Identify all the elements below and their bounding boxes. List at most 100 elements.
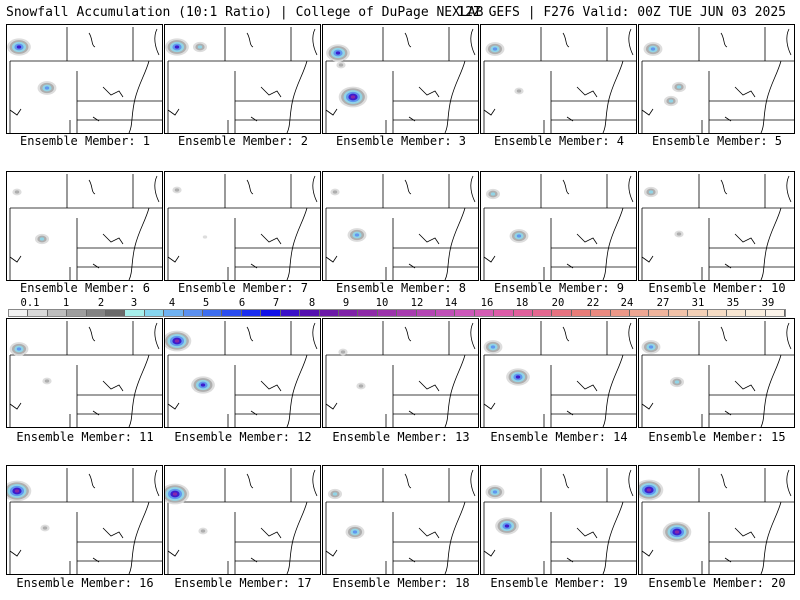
ensemble-member-panel	[480, 171, 637, 281]
snowfall-contour	[44, 86, 50, 90]
colorbar-segment	[610, 310, 630, 316]
boundary-line	[408, 410, 416, 416]
boundary-line	[250, 263, 258, 269]
state-boundary-map	[165, 27, 320, 133]
ensemble-member-label: Ensemble Member: 9	[493, 281, 625, 295]
snowfall-contour	[202, 235, 208, 239]
boundary-line	[88, 32, 96, 48]
colorbar-tick-label: 10	[375, 297, 389, 309]
boundary-line	[483, 255, 496, 263]
boundary-line	[246, 473, 254, 489]
ensemble-member-panel	[164, 171, 321, 281]
boundary-line	[418, 233, 440, 245]
ensemble-member-panel	[6, 465, 163, 575]
ensemble-member-label: Ensemble Member: 1	[19, 134, 151, 148]
ensemble-member-label: Ensemble Member: 18	[332, 576, 470, 590]
ensemble-member-label: Ensemble Member: 11	[16, 430, 154, 444]
boundary-line	[102, 86, 124, 98]
ensemble-member-label: Ensemble Member: 20	[648, 576, 786, 590]
colorbar-tick-label: 8	[308, 297, 316, 309]
boundary-line	[88, 179, 96, 195]
colorbar-segment	[28, 310, 48, 316]
boundary-line	[154, 175, 160, 203]
ensemble-member-label: Ensemble Member: 7	[177, 281, 309, 295]
boundary-line	[246, 179, 254, 195]
state-boundary-map	[9, 321, 162, 427]
colorbar-segment	[125, 310, 145, 316]
colorbar-segment	[571, 310, 592, 316]
boundary-line	[734, 86, 756, 98]
boundary-line	[724, 116, 732, 122]
colorbar-segment	[9, 310, 29, 316]
boundary-line	[92, 557, 100, 563]
boundary-line	[628, 28, 634, 56]
boundary-line	[562, 326, 570, 342]
snowfall-contour	[335, 51, 341, 55]
boundary-line	[602, 60, 624, 133]
boundary-line	[483, 549, 496, 557]
boundary-line	[404, 326, 412, 342]
boundary-line	[286, 60, 308, 133]
snowfall-contour	[516, 234, 522, 238]
colorbar-tick-label: 6	[238, 297, 246, 309]
colorbar-tick-label: 18	[515, 297, 529, 309]
colorbar-segment	[494, 310, 514, 316]
colorbar-tick-label: 16	[480, 297, 494, 309]
snowfall-contour	[16, 45, 22, 49]
ensemble-member-panel	[638, 171, 795, 281]
boundary-line	[470, 469, 476, 497]
colorbar-segment	[513, 310, 533, 316]
colorbar-tick-label: 12	[410, 297, 424, 309]
boundary-line	[786, 469, 792, 497]
colorbar-tick-label: 3	[130, 297, 138, 309]
ensemble-member-panel	[638, 318, 795, 428]
ensemble-member-label: Ensemble Member: 10	[648, 281, 786, 295]
boundary-line	[325, 402, 338, 410]
state-boundary-map	[639, 468, 794, 574]
snowfall-contour	[358, 384, 364, 388]
boundary-line	[102, 380, 124, 392]
boundary-line	[760, 60, 782, 133]
colorbar-tick-label: 1	[62, 297, 70, 309]
boundary-line	[92, 263, 100, 269]
colorbar-segment	[591, 310, 611, 316]
boundary-line	[260, 233, 282, 245]
snowfall-contour	[197, 45, 203, 49]
boundary-line	[312, 175, 318, 203]
state-boundary-map	[167, 174, 320, 280]
ensemble-member-label: Ensemble Member: 14	[490, 430, 628, 444]
state-boundary-map	[165, 468, 320, 574]
snowfall-contour	[648, 345, 654, 349]
snowfall-contour	[490, 192, 496, 196]
colorbar-segment	[707, 310, 728, 316]
snowfall-contour	[174, 45, 180, 49]
ensemble-member-label: Ensemble Member: 13	[332, 430, 470, 444]
boundary-line	[128, 501, 150, 574]
colorbar-segment	[86, 310, 107, 316]
boundary-line	[641, 549, 654, 557]
ensemble-member-panel	[480, 465, 637, 575]
colorbar-segment	[183, 310, 204, 316]
boundary-line	[325, 108, 338, 116]
state-boundary-map	[483, 321, 636, 427]
boundary-line	[566, 410, 574, 416]
colorbar-segment	[649, 310, 669, 316]
boundary-line	[286, 354, 308, 427]
ensemble-member-label: Ensemble Member: 2	[177, 134, 309, 148]
snowfall-contour	[674, 380, 680, 384]
boundary-line	[444, 501, 466, 574]
boundary-line	[154, 322, 160, 350]
ensemble-member-panel	[6, 318, 163, 428]
snowfall-contour	[44, 379, 50, 383]
boundary-line	[576, 86, 598, 98]
ensemble-member-label: Ensemble Member: 6	[19, 281, 151, 295]
colorbar-tick-label: 27	[656, 297, 670, 309]
snowfall-colorbar	[8, 309, 786, 317]
colorbar-tick-label: 35	[726, 297, 740, 309]
snowfall-contour	[354, 233, 360, 237]
boundary-line	[720, 326, 728, 342]
colorbar-segment	[668, 310, 689, 316]
boundary-line	[444, 60, 466, 133]
snowfall-contour	[332, 190, 338, 194]
boundary-line	[566, 116, 574, 122]
